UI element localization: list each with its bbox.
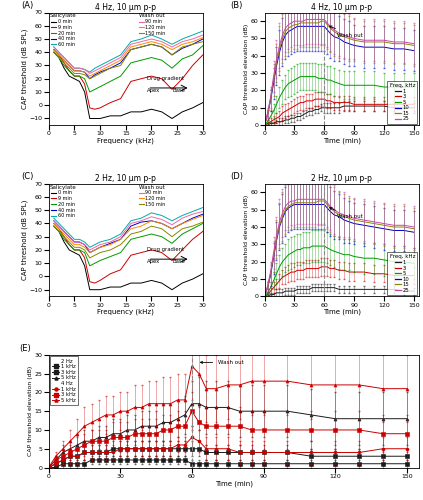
Text: Wash out: Wash out (330, 208, 363, 219)
Text: (A): (A) (21, 1, 33, 10)
Text: (C): (C) (21, 172, 33, 182)
X-axis label: Time (min): Time (min) (215, 480, 253, 486)
Text: (E): (E) (19, 344, 31, 352)
Legend: 2 Hz, 1 kHz, 3 kHz, 5 kHz, 4 Hz, 1 kHz, 3 kHz, 5 kHz: 2 Hz, 1 kHz, 3 kHz, 5 kHz, 4 Hz, 1 kHz, … (50, 356, 78, 405)
X-axis label: Frequency (kHz): Frequency (kHz) (97, 138, 154, 144)
Y-axis label: CAP threshold elevation (dB): CAP threshold elevation (dB) (244, 24, 249, 114)
Title: 2 Hz, 10 μm p-p: 2 Hz, 10 μm p-p (311, 174, 372, 183)
Text: Wash out: Wash out (330, 26, 363, 38)
Text: Base: Base (172, 88, 185, 93)
Text: Base: Base (172, 259, 185, 264)
Text: Drug gradient: Drug gradient (147, 76, 184, 81)
X-axis label: Frequency (kHz): Frequency (kHz) (97, 309, 154, 316)
Text: Apex: Apex (147, 259, 161, 264)
Legend: 1, 3, 5, 10, 15, 25: 1, 3, 5, 10, 15, 25 (387, 81, 417, 124)
Text: (D): (D) (231, 172, 244, 182)
Y-axis label: CAP threshold elevation (dB): CAP threshold elevation (dB) (28, 366, 33, 456)
Text: Apex: Apex (147, 88, 161, 93)
Y-axis label: CAP threshold (dB SPL): CAP threshold (dB SPL) (22, 28, 28, 109)
Text: Drug gradient: Drug gradient (147, 248, 184, 252)
Y-axis label: CAP threshold (dB SPL): CAP threshold (dB SPL) (22, 200, 28, 280)
Legend: 90 min, 120 min, 150 min: 90 min, 120 min, 150 min (139, 14, 166, 36)
Y-axis label: CAP threshold elevation (dB): CAP threshold elevation (dB) (244, 195, 249, 285)
X-axis label: Time (min): Time (min) (323, 309, 361, 316)
Title: 4 Hz, 10 μm p-p: 4 Hz, 10 μm p-p (95, 2, 156, 12)
Title: 2 Hz, 10 μm p-p: 2 Hz, 10 μm p-p (95, 174, 156, 183)
X-axis label: Time (min): Time (min) (323, 138, 361, 144)
Text: (B): (B) (231, 1, 243, 10)
Legend: 90 min, 120 min, 150 min: 90 min, 120 min, 150 min (139, 184, 166, 207)
Text: Wash out: Wash out (201, 360, 244, 365)
Title: 4 Hz, 10 μm p-p: 4 Hz, 10 μm p-p (311, 2, 372, 12)
Legend: 1, 3, 5, 10, 15, 25: 1, 3, 5, 10, 15, 25 (387, 252, 417, 294)
